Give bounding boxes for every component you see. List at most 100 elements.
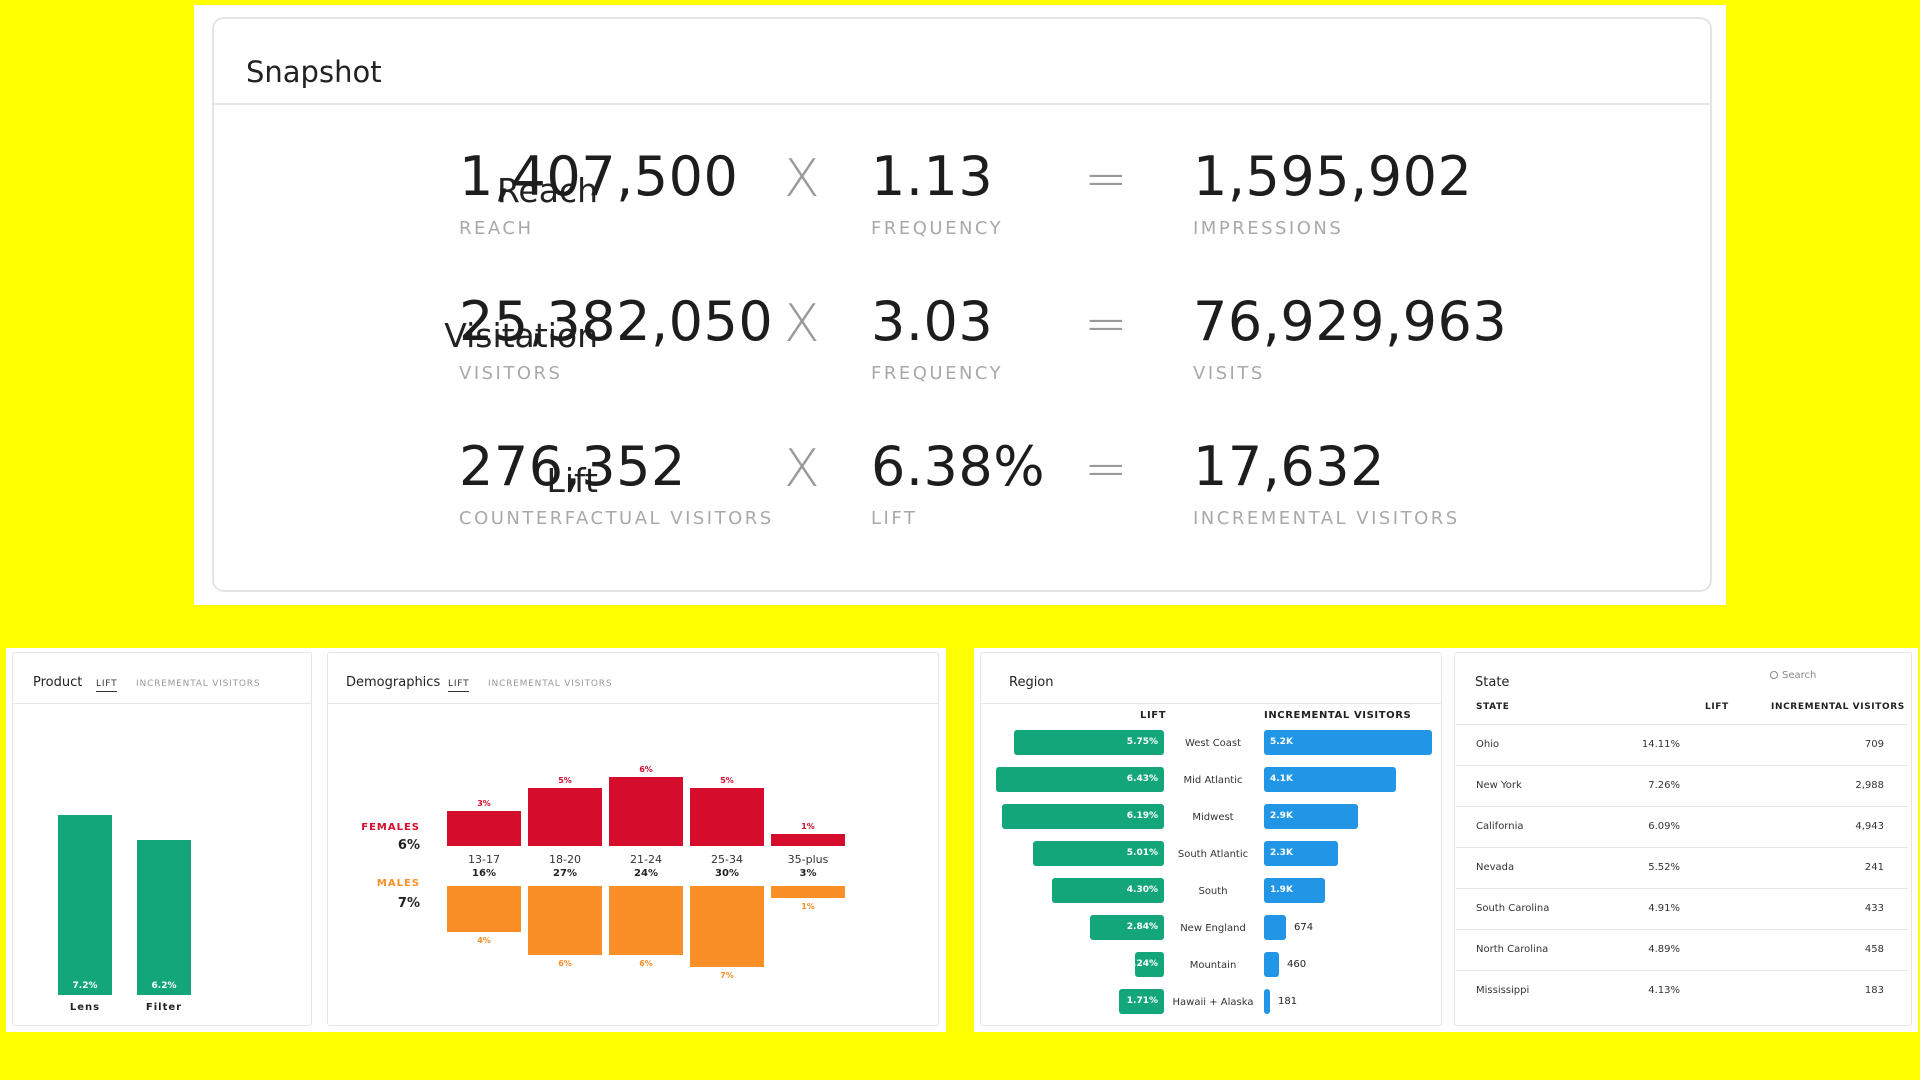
tab-lift[interactable]: LIFT (96, 679, 118, 692)
table-row[interactable]: Ohio 14.11% 709 (1456, 724, 1908, 765)
age-group-label: 13-17 (468, 853, 500, 866)
equals-operator: = (1084, 149, 1128, 209)
incremental-visitors-bar (1264, 915, 1286, 940)
metric-caption: VISITS (1193, 363, 1265, 384)
lift-value-label: 5.75% (1126, 737, 1158, 747)
male-value-label: 4% (477, 936, 491, 945)
multiply-operator: X (784, 294, 820, 354)
lift-value-label: .24% (1133, 959, 1158, 969)
female-bar (447, 811, 521, 846)
lift-header: LIFT (1140, 710, 1167, 721)
lift-value-label: 1.71% (1126, 996, 1158, 1006)
lift-metric: 6.38% LIFT (871, 435, 1045, 529)
male-bar (528, 886, 602, 955)
snapshot-panel: Snapshot Reach 1,407,500 REACH X 1.13 FREQ… (194, 5, 1726, 605)
table-row[interactable]: Nevada 5.52% 241 (1456, 847, 1908, 888)
table-row[interactable]: South Carolina 4.91% 433 (1456, 888, 1908, 929)
product-bar: 7.2% (58, 815, 112, 995)
male-value-label: 6% (558, 959, 572, 968)
metric-caption: INCREMENTAL VISITORS (1193, 508, 1460, 529)
lift-value-label: 4.30% (1126, 885, 1158, 895)
table-row[interactable]: California 6.09% 4,943 (1456, 806, 1908, 847)
state-cell: Ohio (1476, 739, 1500, 750)
metric-caption: LIFT (871, 508, 918, 529)
state-cell: North Carolina (1476, 944, 1549, 955)
male-bar (447, 886, 521, 932)
bar-category-label: Filter (145, 1002, 183, 1013)
table-row[interactable]: Mississippi 4.13% 183 (1456, 970, 1908, 1011)
snapshot-title: Snapshot (246, 55, 382, 89)
male-value-label: 1% (801, 902, 815, 911)
metric-value: 76,929,963 (1193, 290, 1508, 353)
tab-lift[interactable]: LIFT (448, 679, 470, 692)
metric-caption: VISITORS (459, 363, 563, 384)
impressions-metric: 1,595,902 IMPRESSIONS (1193, 145, 1472, 239)
visitors-value-label: 181 (1278, 996, 1298, 1007)
visitors-value-label: 4.1K (1270, 774, 1293, 784)
female-value-label: 6% (639, 765, 653, 774)
incremental-visitors-bar: 2.3K (1264, 841, 1338, 866)
age-group-label: 35-plus (787, 853, 829, 866)
snapshot-row-reach: Reach 1,407,500 REACH X 1.13 FREQUENCY = 1… (194, 145, 1726, 265)
age-group-label: 25-34 (711, 853, 743, 866)
panel-divider (981, 703, 1441, 704)
female-bar (609, 777, 683, 846)
incremental-visitors-cell: 458 (1864, 944, 1884, 955)
region-title: Region (1009, 675, 1054, 690)
metric-value: 17,632 (1193, 435, 1385, 498)
region-name: Midwest (1192, 812, 1234, 823)
panel-divider (328, 703, 938, 704)
metric-value: 3.03 (871, 290, 994, 353)
lift-value-label: 2.84% (1126, 922, 1158, 932)
age-group-label: 21-24 (630, 853, 662, 866)
state-cell: Nevada (1476, 862, 1515, 873)
column-header-incremental-visitors[interactable]: INCREMENTAL VISITORS (1771, 702, 1905, 712)
bar-value-label: 7.2% (72, 981, 98, 991)
row-label: Reach (496, 171, 598, 210)
metric-value: 276,352 (459, 435, 686, 498)
tab-incremental-visitors[interactable]: INCREMENTAL VISITORS (136, 679, 261, 689)
lift-value-label: 6.19% (1126, 811, 1158, 821)
incremental-visitors-bar: 2.9K (1264, 804, 1358, 829)
region-name: New England (1180, 923, 1246, 934)
metric-caption: IMPRESSIONS (1193, 218, 1344, 239)
product-title: Product (33, 675, 83, 690)
lift-bar: 5.75% (1014, 730, 1164, 755)
search-icon (1770, 671, 1778, 679)
males-value: 7% (397, 896, 420, 911)
equals-operator: = (1084, 294, 1128, 354)
age-share-label: 30% (715, 868, 739, 879)
visitors-value-label: 674 (1294, 922, 1314, 933)
incremental-visitors-bar (1264, 989, 1270, 1014)
column-header-lift[interactable]: LIFT (1705, 702, 1729, 712)
region-name: Mountain (1189, 960, 1237, 971)
column-header-state[interactable]: STATE (1476, 702, 1510, 712)
lift-cell: 5.52% (1648, 862, 1680, 873)
snapshot-row-lift: Lift 276,352 COUNTERFACTUAL VISITORS X 6.… (194, 435, 1726, 555)
female-value-label: 1% (801, 822, 815, 831)
state-cell: California (1476, 821, 1524, 832)
incremental-visitors-header: INCREMENTAL VISITORS (1264, 710, 1412, 721)
incremental-visitors-cell: 4,943 (1855, 821, 1884, 832)
male-bar (771, 886, 845, 898)
males-label: MALES (376, 878, 420, 889)
table-row[interactable]: North Carolina 4.89% 458 (1456, 929, 1908, 970)
lift-bar: 6.43% (996, 767, 1164, 792)
metric-value: 6.38% (871, 435, 1046, 498)
lift-cell: 7.26% (1648, 780, 1680, 791)
state-search[interactable]: Search (1770, 670, 1816, 681)
male-bar (690, 886, 764, 967)
male-value-label: 6% (639, 959, 653, 968)
snapshot-card (212, 17, 1712, 592)
visits-metric: 76,929,963 VISITS (1193, 290, 1507, 384)
age-share-label: 3% (799, 868, 817, 879)
table-row[interactable]: New York 7.26% 2,988 (1456, 765, 1908, 806)
female-bar (690, 788, 764, 846)
tab-incremental-visitors[interactable]: INCREMENTAL VISITORS (488, 679, 613, 689)
incremental-visitors-metric: 17,632 INCREMENTAL VISITORS (1193, 435, 1460, 529)
region-name: Hawaii + Alaska (1172, 997, 1254, 1008)
metric-caption: FREQUENCY (871, 363, 1004, 384)
lift-value-label: 5.01% (1126, 848, 1158, 858)
visitors-value-label: 5.2K (1270, 737, 1293, 747)
state-panel: State (1454, 652, 1912, 1026)
